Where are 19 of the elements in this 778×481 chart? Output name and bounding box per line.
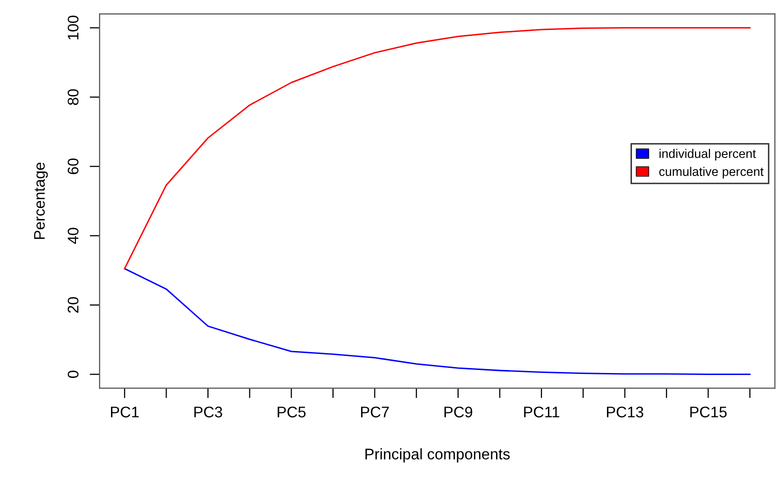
x-tick-label: PC15 xyxy=(690,406,727,418)
legend-label: individual percent xyxy=(660,148,756,161)
x-tick-label: PC1 xyxy=(110,406,139,418)
x-tick-label: PC11 xyxy=(524,406,560,418)
y-tick-label: 0 xyxy=(68,370,79,378)
line-series xyxy=(124,268,751,375)
y-tick-label: 40 xyxy=(68,228,79,244)
y-tick-label: 100 xyxy=(68,16,79,40)
x-tick-label: PC7 xyxy=(361,406,389,418)
x-tick-label: PC5 xyxy=(278,406,306,418)
legend-label: cumulative percent xyxy=(659,166,764,178)
x-tick-label: PC9 xyxy=(444,406,472,418)
y-tick-label: 60 xyxy=(68,158,79,174)
y-tick-label: 20 xyxy=(68,297,79,313)
y-tick-label: 80 xyxy=(68,89,79,105)
y-axis-title: Percentage xyxy=(34,162,48,239)
x-axis-title: Principal components xyxy=(365,448,510,462)
x-tick-label: PC13 xyxy=(606,406,644,418)
x-tick-label: PC3 xyxy=(194,406,222,418)
